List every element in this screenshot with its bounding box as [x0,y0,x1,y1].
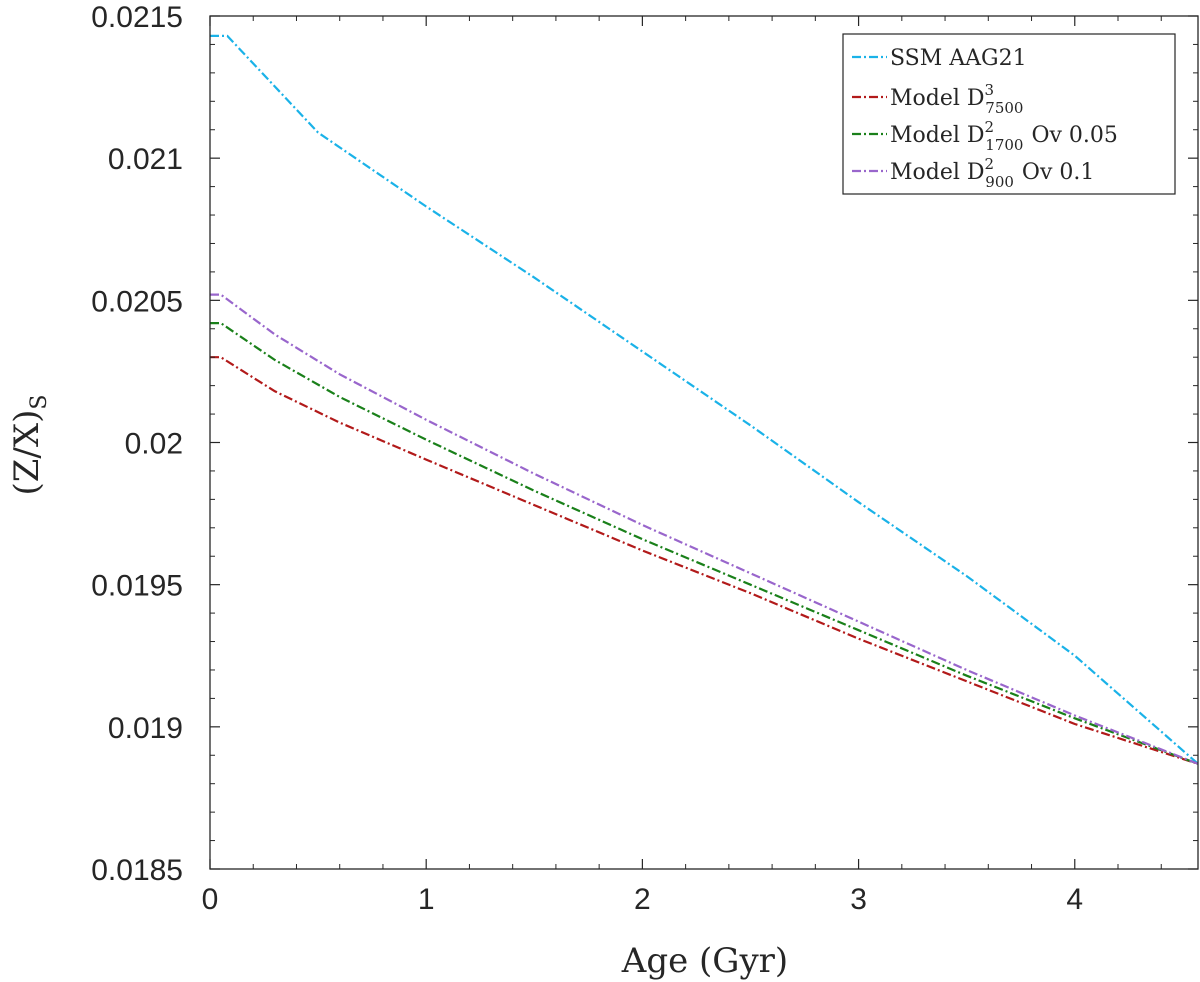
y-tick-label: 0.019 [108,712,183,745]
y-tick-label: 0.021 [108,143,183,176]
y-tick-label: 0.0215 [91,1,183,34]
x-tick-label: 3 [850,883,867,916]
series-line-2 [210,356,1199,765]
legend-label: Model D2 1700 Ov 0.05 [890,118,1118,154]
series-layer [210,34,1199,765]
legend-label: Model D3 7500 [890,81,1023,117]
x-axis-title: Age (Gyr) [621,941,788,981]
legend-label: SSM AAG21 [890,46,1027,71]
legend-box [842,33,1176,195]
y-tick-label: 0.02 [125,428,183,461]
x-tick-label: 1 [418,883,435,916]
legend-label: Model D2 900 Ov 0.1 [890,155,1094,191]
y-tick-label: 0.0185 [91,854,183,887]
y-tick-label: 0.0205 [91,285,183,318]
series-line-1 [210,34,1199,765]
x-tick-label: 4 [1066,883,1083,916]
ticks-layer: 0 1 2 3 4 0.0185 0.019 0.0195 0.02 0.0205 0.021 0.0… [91,1,1198,916]
x-tick-label: 0 [202,883,219,916]
y-axis-title: (Z/X)S [7,395,52,496]
series-line-3 [210,322,1199,765]
x-tick-label: 2 [634,883,651,916]
series-line-4 [210,293,1199,765]
y-tick-label: 0.0195 [91,570,183,603]
